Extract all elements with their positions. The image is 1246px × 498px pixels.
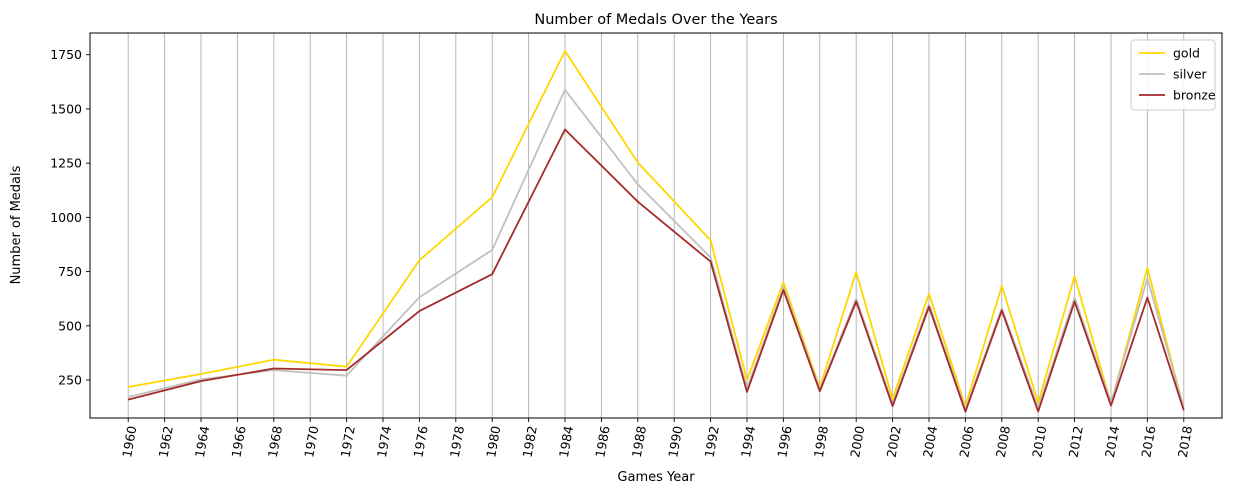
x-tick-label: 1982 <box>520 425 540 459</box>
x-tick-label: 1966 <box>228 425 248 459</box>
x-tick-label: 1972 <box>338 425 358 459</box>
legend-label-gold: gold <box>1173 46 1200 61</box>
x-tick-label: 2010 <box>1029 425 1049 459</box>
x-tick-label: 1990 <box>665 425 685 459</box>
x-tick-label: 2000 <box>847 425 867 459</box>
x-axis-ticks: 1960 1962 1964 1966 1968 1970 1972 1974 1976 1978… <box>119 418 1195 459</box>
y-tick-label: 1750 <box>50 47 82 62</box>
x-tick-label: 2004 <box>920 425 940 459</box>
x-axis-label: Games Year <box>617 470 695 485</box>
y-tick-label: 250 <box>58 373 82 388</box>
x-tick-label: 1964 <box>192 425 212 459</box>
chart-title: Number of Medals Over the Years <box>534 12 777 28</box>
series-line-bronze <box>127 128 1185 413</box>
x-tick-label: 1974 <box>374 425 394 459</box>
x-tick-label: 2016 <box>1138 425 1158 459</box>
x-tick-label: 1988 <box>629 425 649 459</box>
legend-box <box>1130 39 1216 111</box>
x-tick-label: 1976 <box>410 425 430 459</box>
x-tick-label: 2008 <box>993 425 1013 459</box>
x-tick-label: 1978 <box>447 425 467 459</box>
y-tick-label: 1250 <box>50 156 82 171</box>
legend-label-bronze: bronze <box>1173 88 1216 103</box>
x-tick-label: 1992 <box>702 425 722 459</box>
x-tick-label: 1980 <box>483 425 503 459</box>
y-tick-label: 1000 <box>50 210 82 225</box>
x-tick-label: 1960 <box>119 425 139 459</box>
x-tick-label: 2002 <box>884 425 904 459</box>
x-tick-label: 1970 <box>301 425 321 459</box>
x-tick-label: 2006 <box>956 425 976 459</box>
y-axis-ticks: 250 500 750 1000 1250 1500 1750 <box>50 47 90 388</box>
legend: gold silver bronze <box>1130 39 1216 111</box>
x-tick-label: 1998 <box>811 425 831 459</box>
x-tick-label: 2014 <box>1102 425 1122 459</box>
series-line-gold <box>128 50 1185 409</box>
y-tick-label: 1500 <box>50 101 82 116</box>
x-tick-label: 2012 <box>1066 425 1086 459</box>
y-tick-label: 750 <box>58 264 82 279</box>
x-tick-label: 2018 <box>1175 425 1195 459</box>
y-axis-label: Number of Medals <box>9 165 24 284</box>
plot-frame <box>89 32 1223 419</box>
x-tick-label: 1996 <box>774 425 794 459</box>
x-tick-label: 1994 <box>738 425 758 459</box>
grid-lines <box>127 33 1185 418</box>
series-lines <box>127 50 1185 413</box>
x-tick-label: 1968 <box>265 425 285 459</box>
legend-label-silver: silver <box>1173 67 1208 82</box>
x-tick-label: 1986 <box>592 425 612 459</box>
y-tick-label: 500 <box>58 318 82 333</box>
x-tick-label: 1962 <box>156 425 176 459</box>
x-tick-label: 1984 <box>556 425 576 459</box>
